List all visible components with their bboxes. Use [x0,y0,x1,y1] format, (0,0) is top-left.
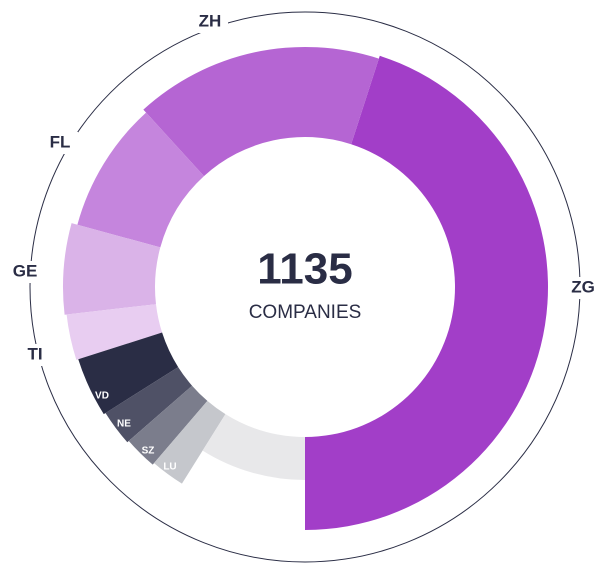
label-bg [565,277,597,299]
slice-label: SZ [142,446,155,457]
slice [305,55,548,531]
slice [143,47,379,177]
total-label: COMPANIES [249,302,362,323]
slice [62,223,161,315]
labels: ZG ZH FL GE TI VD NE SZ LU [7,11,597,473]
slice [128,385,208,465]
slice-label: ZG [571,277,595,296]
total: 1135 [257,245,352,294]
slice [78,332,179,415]
slice [77,112,204,248]
slice [66,304,163,360]
label-bg [42,132,78,154]
label-bg [17,344,53,366]
slice-label: GE [13,261,38,280]
slice-label: TI [27,344,42,363]
slice [202,414,305,480]
slice [105,367,193,443]
slice-label: NE [117,419,131,430]
slice-label: FL [50,132,71,151]
slice-label: VD [95,391,109,402]
label-bg [7,261,43,283]
slice-label: ZH [199,11,222,30]
slices [62,47,548,531]
slice [154,400,226,484]
slice-label: LU [163,462,176,473]
label-bg [192,11,228,33]
